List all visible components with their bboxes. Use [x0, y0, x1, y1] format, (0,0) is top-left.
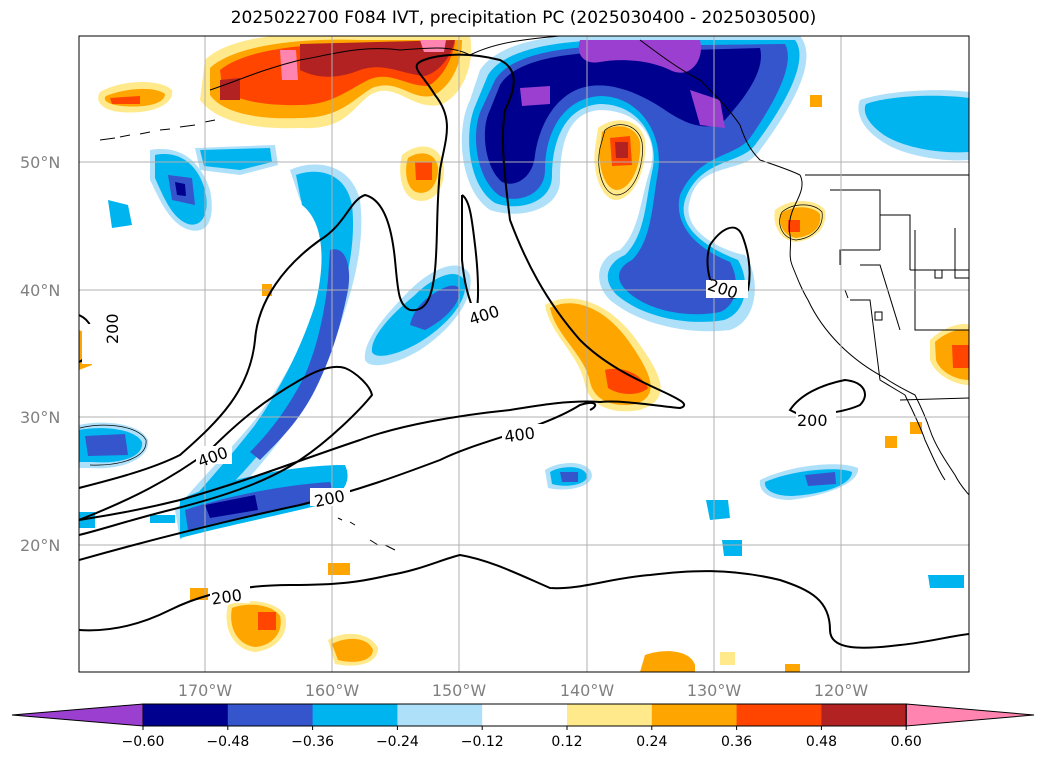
- lat-label-40n: 40°N: [20, 281, 60, 300]
- colorbar-tick-label: 0.36: [721, 734, 752, 750]
- colorbar-tick-label: −0.48: [206, 734, 249, 750]
- colorbar-segment: [143, 704, 229, 726]
- colorbar-extend-high: [905, 703, 1035, 727]
- colorbar: −0.60 −0.48 −0.36 −0.24 −0.12 0.12 0.24 0.36 0.4…: [11, 703, 1035, 750]
- colorbar-segment: [821, 704, 907, 726]
- positive-anomaly-alaska: [200, 36, 472, 129]
- colorbar-tick-label: −0.12: [461, 734, 504, 750]
- colorbar-tick-label: −0.24: [376, 734, 419, 750]
- negative-anomaly-atmospheric-river: [175, 164, 471, 540]
- lon-label-120w: 120°W: [814, 681, 869, 700]
- lon-label-160w: 160°W: [305, 681, 360, 700]
- colorbar-extend-low: [11, 703, 144, 727]
- negative-anomaly-gulf-of-alaska: [461, 36, 807, 332]
- coastlines: [99, 36, 969, 551]
- colorbar-tick-label: 0.48: [806, 734, 837, 750]
- colorbar-segment: [482, 704, 568, 726]
- precip-contours: [79, 124, 823, 466]
- colorbar-segment: [312, 704, 398, 726]
- colorbar-tick-label: −0.60: [122, 734, 165, 750]
- contour-label-400-c: 400: [503, 423, 536, 446]
- map-area: 400 200 400 400 200 200 200 200: [79, 36, 969, 672]
- map-frame: [78, 35, 970, 673]
- graticule: [79, 36, 969, 672]
- colorbar-segment: [397, 704, 483, 726]
- lat-label-50n: 50°N: [20, 153, 60, 172]
- colorbar-tick-label: 0.12: [551, 734, 582, 750]
- colorbar-segment: [651, 704, 738, 726]
- lat-label-30n: 30°N: [20, 408, 60, 427]
- lat-label-20n: 20°N: [20, 536, 60, 555]
- contour-label-200-c: 200: [797, 411, 828, 430]
- lon-label-130w: 130°W: [687, 681, 742, 700]
- colorbar-frame: [142, 703, 907, 727]
- colorbar-tick-label: −0.36: [291, 734, 334, 750]
- contour-label-200-d: 200: [210, 585, 243, 608]
- contour-label-200-e: 200: [103, 313, 122, 344]
- ivt-contour-labels: 400 200 400 400 200 200 200 200: [82, 275, 836, 609]
- lon-label-150w: 150°W: [432, 681, 487, 700]
- colorbar-tick-label: 0.24: [636, 734, 667, 750]
- colorbar-segment: [227, 704, 314, 726]
- colorbar-tick-label: 0.60: [891, 734, 922, 750]
- colorbar-segment: [736, 704, 822, 726]
- map-title: 2025022700 F084 IVT, precipitation PC (2…: [230, 8, 817, 28]
- colorbar-segment: [567, 704, 653, 726]
- lon-label-170w: 170°W: [178, 681, 233, 700]
- lon-label-140w: 140°W: [560, 681, 615, 700]
